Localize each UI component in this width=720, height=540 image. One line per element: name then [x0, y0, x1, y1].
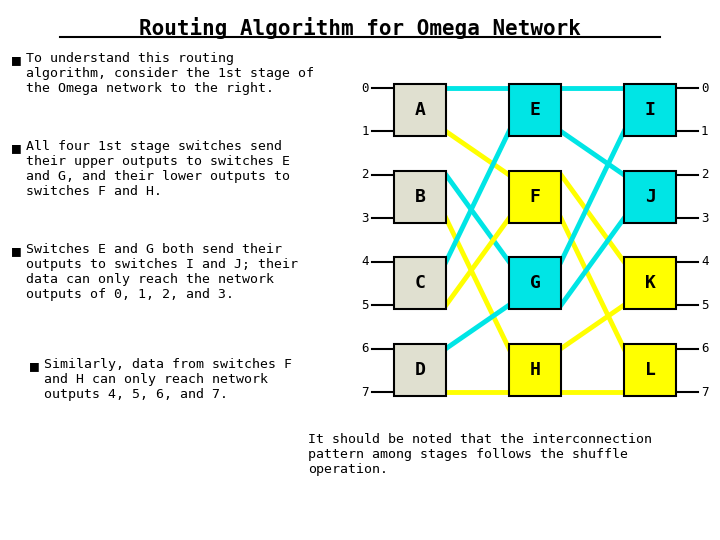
- FancyBboxPatch shape: [394, 258, 446, 309]
- Text: K: K: [644, 274, 655, 293]
- FancyBboxPatch shape: [509, 171, 561, 222]
- Text: F: F: [530, 187, 541, 206]
- Text: A: A: [415, 101, 426, 119]
- Text: 3: 3: [701, 212, 708, 225]
- Text: Routing Algorithm for Omega Network: Routing Algorithm for Omega Network: [139, 17, 581, 39]
- Text: 1: 1: [701, 125, 708, 138]
- Text: I: I: [644, 101, 655, 119]
- FancyBboxPatch shape: [394, 84, 446, 136]
- Text: H: H: [530, 361, 541, 379]
- Text: 0: 0: [701, 82, 708, 94]
- Text: ■: ■: [30, 358, 39, 373]
- Text: 4: 4: [361, 255, 369, 268]
- Text: It should be noted that the interconnection
pattern among stages follows the shu: It should be noted that the interconnect…: [308, 433, 652, 476]
- Text: ■: ■: [12, 243, 21, 258]
- Text: L: L: [644, 361, 655, 379]
- Text: D: D: [415, 361, 426, 379]
- Text: 3: 3: [361, 212, 369, 225]
- Text: 2: 2: [361, 168, 369, 181]
- Text: 7: 7: [701, 386, 708, 399]
- FancyBboxPatch shape: [509, 84, 561, 136]
- Text: 6: 6: [701, 342, 708, 355]
- Text: Similarly, data from switches F
and H can only reach network
outputs 4, 5, 6, an: Similarly, data from switches F and H ca…: [44, 358, 292, 401]
- Text: 7: 7: [361, 386, 369, 399]
- Text: J: J: [644, 187, 655, 206]
- FancyBboxPatch shape: [624, 171, 676, 222]
- FancyBboxPatch shape: [624, 84, 676, 136]
- Text: All four 1st stage switches send
their upper outputs to switches E
and G, and th: All four 1st stage switches send their u…: [26, 140, 290, 198]
- FancyBboxPatch shape: [624, 258, 676, 309]
- Text: 6: 6: [361, 342, 369, 355]
- FancyBboxPatch shape: [624, 345, 676, 396]
- Text: 1: 1: [361, 125, 369, 138]
- FancyBboxPatch shape: [509, 258, 561, 309]
- Text: Switches E and G both send their
outputs to switches I and J; their
data can onl: Switches E and G both send their outputs…: [26, 243, 298, 301]
- Text: 5: 5: [361, 299, 369, 312]
- FancyBboxPatch shape: [394, 345, 446, 396]
- Text: G: G: [530, 274, 541, 293]
- Text: ■: ■: [12, 140, 21, 155]
- FancyBboxPatch shape: [394, 171, 446, 222]
- Text: 5: 5: [701, 299, 708, 312]
- FancyBboxPatch shape: [509, 345, 561, 396]
- Text: B: B: [415, 187, 426, 206]
- Text: To understand this routing
algorithm, consider the 1st stage of
the Omega networ: To understand this routing algorithm, co…: [26, 52, 314, 95]
- Text: C: C: [415, 274, 426, 293]
- Text: E: E: [530, 101, 541, 119]
- Text: ■: ■: [12, 52, 21, 67]
- Text: 4: 4: [701, 255, 708, 268]
- Text: 0: 0: [361, 82, 369, 94]
- Text: 2: 2: [701, 168, 708, 181]
